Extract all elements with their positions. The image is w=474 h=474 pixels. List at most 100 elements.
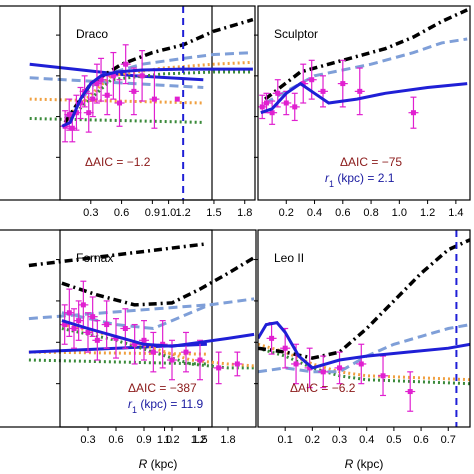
light-blue-dashed-curve — [264, 37, 468, 105]
data-point — [408, 96, 419, 129]
data-point — [60, 304, 70, 345]
black-dash-dot-curve — [264, 8, 468, 101]
black-dash-dot-curve — [63, 17, 254, 124]
panel-name: Leo II — [274, 251, 304, 265]
x-axis-label: R (kpc) — [345, 457, 384, 471]
x-tick-label: 0.3 — [332, 434, 347, 446]
data-point — [232, 351, 243, 377]
plot-area — [60, 256, 256, 385]
data-point — [148, 331, 159, 373]
black-dash-dot-curve — [28, 242, 208, 268]
green-dotted-curve — [28, 358, 207, 366]
data-point — [289, 92, 300, 122]
x-tick-label: 0.2 — [279, 207, 294, 219]
x-tick-label: 1.2 — [191, 434, 206, 446]
delta-aic-label: ΔAIC = −6.2 — [290, 381, 356, 395]
data-point — [120, 44, 131, 85]
x-tick-label: 0.2 — [305, 434, 320, 446]
x-tick-label: 0.4 — [359, 434, 374, 446]
data-point — [378, 355, 389, 397]
model-curve — [61, 67, 253, 128]
x-tick-label: 1.5 — [206, 207, 221, 219]
model-curve — [258, 320, 470, 370]
x-tick-label: 1.2 — [164, 434, 179, 446]
data-point — [266, 321, 277, 355]
data-point — [108, 51, 119, 100]
panel-name: Draco — [76, 27, 108, 41]
green-dotted-curve — [29, 117, 204, 124]
panel-frame — [257, 5, 471, 201]
panel-name: Sculptor — [274, 27, 318, 41]
x-tick-label: 1.5 — [192, 434, 207, 446]
data-point — [114, 79, 125, 127]
x-tick-label: 0.6 — [413, 434, 428, 446]
x-tick-label: 0.1 — [278, 434, 293, 446]
data-point — [101, 300, 112, 349]
data-point — [149, 69, 160, 129]
x-tick-label: 1.2 — [420, 207, 435, 219]
delta-aic-label: ΔAIC = −75 — [340, 155, 402, 169]
x-tick-label: 0.5 — [386, 434, 401, 446]
data-point — [267, 100, 278, 125]
plot-area — [258, 230, 470, 427]
plot-area — [258, 8, 468, 129]
panel-frame — [59, 229, 257, 428]
x-tick-label: 1.8 — [220, 434, 235, 446]
panel-sculptor: 0.2 0.4 0.6 0.8 1.0 1.2 1.4 Sculptor ΔAIC = −75 r… — [254, 5, 471, 219]
data-point — [354, 67, 365, 116]
orange-dotted-curve — [29, 97, 204, 105]
data-point — [337, 59, 348, 108]
x-tick-label: 1.8 — [237, 207, 252, 219]
data-point — [195, 339, 205, 381]
x-tick-label: 0.8 — [363, 207, 378, 219]
light-blue-dashed-curve — [29, 76, 204, 89]
green-dotted-curve — [64, 70, 253, 124]
x-tick-label: 1.2 — [176, 207, 191, 219]
data-point — [318, 355, 329, 389]
data-point — [258, 94, 268, 120]
panel-frame — [257, 229, 471, 428]
data-point — [83, 92, 94, 133]
x-tick-label: 0.9 — [136, 434, 151, 446]
data-point — [75, 86, 86, 120]
data-point — [318, 75, 329, 108]
data-point — [129, 323, 140, 365]
data-point — [334, 351, 345, 385]
panel-draco: 0.3 0.6 0.9 1.2 1.5 1.8 Draco ΔAIC = −1.2 — [56, 5, 256, 219]
orange-dotted-curve — [64, 60, 253, 120]
data-point — [69, 308, 79, 349]
model-curve — [61, 319, 255, 348]
panel-leo-ii: 0.1 0.2 0.3 0.4 0.5 0.6 0.7 Leo II ΔAIC = −6.2 R … — [254, 229, 471, 471]
x-tick-label: 0.9 — [145, 207, 160, 219]
r1-label: r1 (kpc) = 2.1 — [325, 171, 395, 189]
data-point — [137, 50, 148, 102]
data-point — [181, 331, 191, 373]
data-point — [128, 67, 139, 116]
x-tick-label: 0.4 — [307, 207, 322, 219]
data-point — [96, 57, 107, 102]
data-point — [73, 300, 84, 341]
x-tick-label: 0.6 — [114, 207, 129, 219]
model-curve — [260, 81, 468, 115]
data-point — [139, 320, 149, 361]
data-point — [298, 63, 309, 104]
x-tick-label: 1.0 — [157, 434, 172, 446]
x-tick-label: 1.4 — [448, 207, 463, 219]
x-tick-label: 0.6 — [335, 207, 350, 219]
data-point — [213, 351, 224, 385]
x-tick-label: 0.3 — [80, 434, 95, 446]
black-dash-dot-curve — [258, 238, 470, 360]
data-point — [174, 96, 180, 102]
data-point — [83, 312, 93, 353]
x-tick-label: 1.0 — [392, 207, 407, 219]
light-blue-dashed-curve — [28, 303, 208, 321]
data-point — [356, 343, 367, 385]
x-tick-label: 0.7 — [441, 434, 456, 446]
black-dash-dot-curve — [61, 256, 256, 307]
x-tick-label: 0.3 — [83, 207, 98, 219]
plot-area — [60, 6, 254, 200]
green-dotted-curve — [258, 346, 470, 386]
r1-label: r1 (kpc) = 11.9 — [128, 397, 203, 415]
